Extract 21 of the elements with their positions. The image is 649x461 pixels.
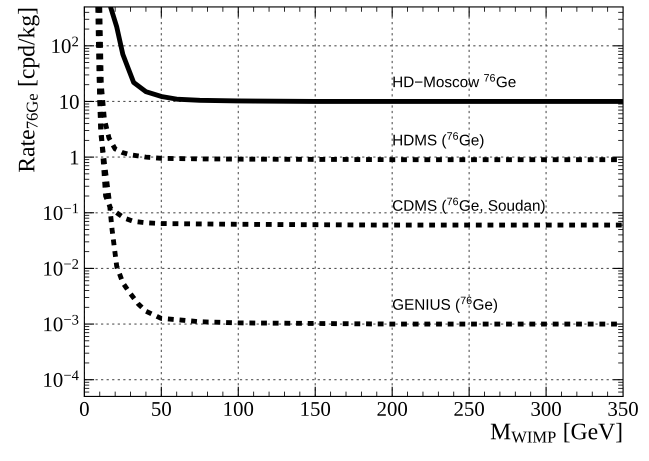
x-tick-label: 100 xyxy=(224,402,254,416)
y-axis-title: Rate$_{76Ge}$ [cpd/kg] xyxy=(18,8,40,172)
x-tick-label: 250 xyxy=(454,402,484,416)
x-tick-label: 300 xyxy=(531,402,561,416)
series-label: HD−Moscow $^{76}$Ge xyxy=(393,74,516,88)
x-tick-label: 150 xyxy=(301,402,330,416)
x-tick-label: 350 xyxy=(608,402,638,416)
x-tick-label: 0 xyxy=(80,402,89,416)
y-tick-label: 10$^{−3}$ xyxy=(44,314,78,332)
series-label: GENIUS ($^{76}$Ge) xyxy=(392,296,498,313)
y-tick-label: 10$^{−2}$ xyxy=(44,259,78,276)
series-label: CDMS ($^{76}$Ge, Soudan) xyxy=(392,198,545,214)
y-tick-label: 10 xyxy=(60,94,79,109)
x-axis-title: M$_{WIMP}$ [GeV] xyxy=(490,422,622,443)
y-tick-label: 10$^{−1}$ xyxy=(44,204,78,220)
y-tick-label: 1 xyxy=(70,150,78,164)
x-tick-label: 200 xyxy=(377,402,408,416)
y-tick-label: 10$^{2}$ xyxy=(52,36,78,54)
x-tick-label: 50 xyxy=(152,402,171,416)
series-label: HDMS ($^{76}$Ge) xyxy=(393,132,484,148)
y-tick-label: 10$^{−4}$ xyxy=(44,370,79,387)
